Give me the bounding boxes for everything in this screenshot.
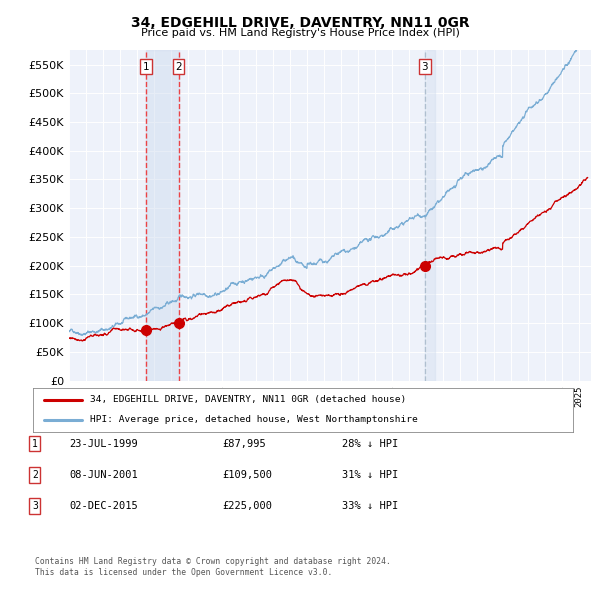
Bar: [425, 50, 435, 381]
Text: Contains HM Land Registry data © Crown copyright and database right 2024.: Contains HM Land Registry data © Crown c…: [35, 558, 391, 566]
Text: 3: 3: [32, 502, 38, 511]
Text: 2: 2: [175, 62, 182, 72]
Text: 02-DEC-2015: 02-DEC-2015: [69, 502, 138, 511]
Text: 34, EDGEHILL DRIVE, DAVENTRY, NN11 0GR: 34, EDGEHILL DRIVE, DAVENTRY, NN11 0GR: [131, 16, 469, 30]
Text: £87,995: £87,995: [222, 439, 266, 448]
Text: £225,000: £225,000: [222, 502, 272, 511]
Text: 3: 3: [421, 62, 428, 72]
Text: 28% ↓ HPI: 28% ↓ HPI: [342, 439, 398, 448]
Text: 2: 2: [32, 470, 38, 480]
Text: 33% ↓ HPI: 33% ↓ HPI: [342, 502, 398, 511]
Text: HPI: Average price, detached house, West Northamptonshire: HPI: Average price, detached house, West…: [90, 415, 418, 424]
Text: 31% ↓ HPI: 31% ↓ HPI: [342, 470, 398, 480]
Text: 23-JUL-1999: 23-JUL-1999: [69, 439, 138, 448]
Text: 1: 1: [32, 439, 38, 448]
Bar: [146, 50, 179, 381]
Text: This data is licensed under the Open Government Licence v3.0.: This data is licensed under the Open Gov…: [35, 568, 332, 577]
Text: £109,500: £109,500: [222, 470, 272, 480]
Text: 08-JUN-2001: 08-JUN-2001: [69, 470, 138, 480]
Text: Price paid vs. HM Land Registry's House Price Index (HPI): Price paid vs. HM Land Registry's House …: [140, 28, 460, 38]
Text: 1: 1: [143, 62, 149, 72]
Text: 34, EDGEHILL DRIVE, DAVENTRY, NN11 0GR (detached house): 34, EDGEHILL DRIVE, DAVENTRY, NN11 0GR (…: [90, 395, 406, 404]
